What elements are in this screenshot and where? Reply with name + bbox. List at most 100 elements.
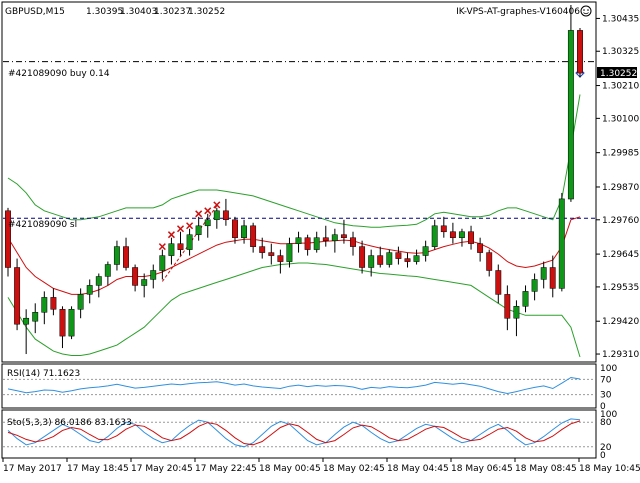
trade-mark xyxy=(176,225,185,233)
candle-body xyxy=(104,264,111,277)
stoch-scale-label: 20 xyxy=(600,443,612,453)
candle-body xyxy=(322,237,329,241)
price-tick-label: 1.29420 xyxy=(602,317,639,327)
candle-body xyxy=(177,243,184,250)
candle-body xyxy=(168,243,175,256)
candle-body xyxy=(77,294,84,310)
candle-body xyxy=(504,294,511,319)
candle-body xyxy=(386,252,393,265)
candle-body xyxy=(413,255,420,262)
candle-body xyxy=(186,234,193,250)
price-scale: 1.30435 1.30325 1.30210 1.30100 1.29985 1.298… xyxy=(596,14,639,360)
trade-mark xyxy=(195,210,203,218)
moving-average xyxy=(7,216,581,295)
ohlc-close: 1.30252 xyxy=(188,7,225,17)
trade-mark xyxy=(186,222,194,230)
candle-body xyxy=(204,219,211,227)
svg-text:1.30252: 1.30252 xyxy=(600,69,637,79)
price-tick-label: 1.29645 xyxy=(602,250,639,260)
candle-body xyxy=(123,246,129,268)
candle-body xyxy=(150,270,157,280)
time-label: 17 May 2017 xyxy=(3,464,62,474)
candle-body xyxy=(23,317,30,325)
candle-body xyxy=(5,210,11,268)
candle-body xyxy=(50,297,57,310)
candlesticks xyxy=(5,5,583,355)
time-label: 18 May 08:45 xyxy=(515,464,577,474)
candle-body xyxy=(86,285,93,295)
candle-body xyxy=(259,246,266,253)
price-tick-label: 1.29870 xyxy=(602,183,639,193)
order-lines[interactable] xyxy=(3,61,595,219)
candle-body xyxy=(59,309,66,337)
stoch-scale-label: 100 xyxy=(600,410,617,420)
rsi-scale-label: 70 xyxy=(600,375,612,385)
candle-body xyxy=(113,246,120,265)
candle-body xyxy=(241,225,247,238)
candle-body xyxy=(531,279,538,292)
bollinger-bands xyxy=(7,94,581,358)
candle-body xyxy=(141,279,148,286)
time-label: 17 May 20:45 xyxy=(131,464,193,474)
candle-body xyxy=(513,306,520,319)
candle-body xyxy=(422,246,429,256)
time-label: 18 May 06:45 xyxy=(451,464,513,474)
time-label: 18 May 02:45 xyxy=(323,464,385,474)
candle-body xyxy=(286,243,293,262)
stoch-scale-label: 0 xyxy=(600,451,606,461)
time-axis: 17 May 2017 17 May 18:45 17 May 20:45 17 Ma… xyxy=(2,458,640,474)
ohlc-open: 1.30395 xyxy=(86,7,123,17)
candle-body xyxy=(495,270,502,295)
candle-body xyxy=(95,276,102,286)
trade-mark xyxy=(204,207,212,215)
rsi-panel[interactable] xyxy=(1,363,597,409)
candle-body xyxy=(304,237,311,250)
stochastic-indicator xyxy=(3,418,595,448)
ma-line xyxy=(7,216,581,295)
price-tick-label: 1.29760 xyxy=(602,216,639,226)
buy-order-label: #421089090 buy 0.14 xyxy=(8,69,110,79)
stoch-label: Sto(5,3,3) 86.0186 83.1633 xyxy=(7,418,132,428)
expert-name: IK-VPS-AT-graphes-V160406 xyxy=(456,7,580,17)
candle-body xyxy=(350,237,356,247)
ohlc-low: 1.30237 xyxy=(154,7,191,17)
symbol-label: GBPUSD,M15 xyxy=(5,7,65,17)
candle-body xyxy=(277,255,284,262)
stoch-signal-line xyxy=(7,420,581,446)
candle-body xyxy=(377,255,384,265)
bollinger-upper-line xyxy=(7,94,581,228)
candle-body xyxy=(477,243,484,253)
candle-body xyxy=(368,255,375,268)
candle-body xyxy=(486,252,493,271)
time-label: 18 May 00:45 xyxy=(259,464,321,474)
trade-mark xyxy=(213,201,221,209)
candle-body xyxy=(68,309,75,337)
candle-body xyxy=(359,246,366,268)
candle-body xyxy=(268,252,275,256)
stoch-scale-label: 80 xyxy=(600,418,612,428)
rsi-scale-label: 30 xyxy=(600,391,612,401)
candle-body xyxy=(313,237,320,250)
smiley-icon[interactable] xyxy=(580,5,592,17)
sl-order-label: #421089090 sl xyxy=(8,220,77,230)
candle-body xyxy=(440,225,447,233)
candle-body xyxy=(159,255,166,271)
stoch-panel[interactable] xyxy=(1,409,597,459)
candle-body xyxy=(540,267,547,280)
price-tick-label: 1.29535 xyxy=(602,283,639,293)
price-tick-label: 1.30435 xyxy=(602,14,639,24)
candle-body xyxy=(32,312,39,322)
candle-body xyxy=(295,237,302,244)
rsi-scale-label: 0 xyxy=(600,402,606,412)
candle-body xyxy=(404,258,411,262)
candle-body xyxy=(331,234,338,241)
candle-body xyxy=(567,30,574,200)
trade-mark xyxy=(158,243,166,251)
candle-body xyxy=(549,267,556,289)
current-price-badge: 1.30252 xyxy=(597,67,637,79)
candle-body xyxy=(395,252,402,259)
candle-body xyxy=(132,267,139,286)
